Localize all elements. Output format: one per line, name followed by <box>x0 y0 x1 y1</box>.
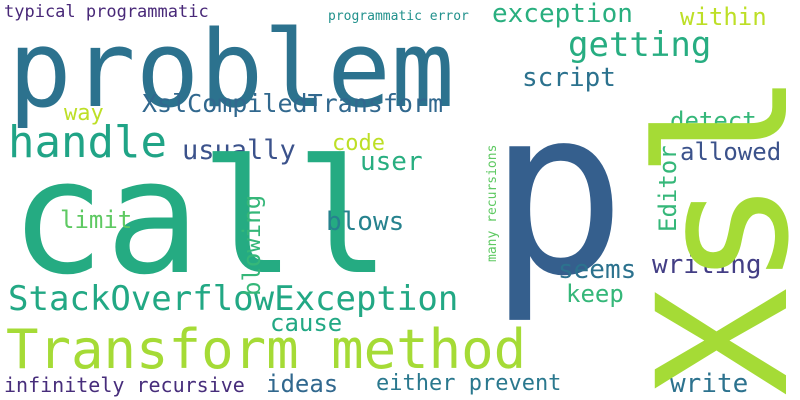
word: infinitely recursive <box>4 373 245 397</box>
word: blowing <box>238 195 266 296</box>
word: programmatic error <box>328 9 469 24</box>
word: cause <box>270 309 342 337</box>
word: keep <box>566 280 624 308</box>
word: seems <box>558 255 636 285</box>
word: StackOverflowException <box>8 279 458 319</box>
word: allowed <box>680 138 781 166</box>
word: user <box>360 147 423 177</box>
word: detect <box>670 107 757 135</box>
word: within <box>680 3 767 31</box>
word: p <box>488 60 626 327</box>
word: problem <box>8 8 455 131</box>
word: script <box>522 63 616 93</box>
word: call <box>10 126 391 310</box>
word: handle <box>8 117 167 168</box>
word: getting <box>568 25 711 65</box>
word: limit <box>60 206 132 234</box>
word: usually <box>182 135 296 166</box>
word: code <box>332 131 385 156</box>
word: either prevent <box>376 371 561 396</box>
word: Transform method <box>6 318 526 381</box>
word: writing <box>652 250 762 280</box>
word: ideas <box>266 370 338 398</box>
word: write <box>670 369 748 399</box>
word: blows <box>326 207 404 237</box>
word: typical programmatic <box>4 2 209 22</box>
word: XslCompiledTransform <box>142 89 443 118</box>
word: exception <box>492 0 633 29</box>
word: way <box>64 101 104 126</box>
word: many recursions <box>485 145 500 262</box>
word: Editor <box>654 145 682 232</box>
word: Xsl <box>620 71 800 396</box>
